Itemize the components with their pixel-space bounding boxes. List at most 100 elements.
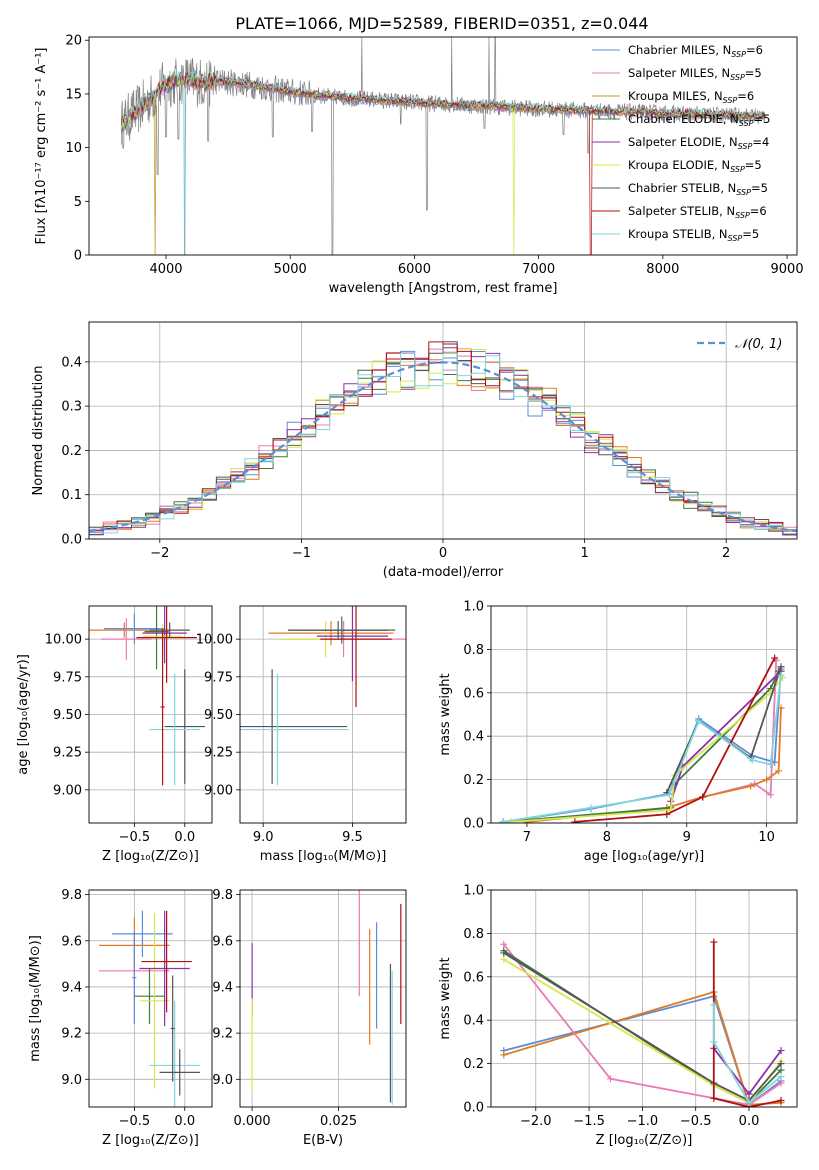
y-tick-label: 9.00: [204, 783, 233, 798]
x-tick-label: 7000: [522, 262, 555, 277]
x-axis-label: Z [log₁₀(Z/Z⊙)]: [102, 849, 199, 864]
legend-sub: SSP: [735, 211, 750, 220]
y-axis-label: mass weight: [438, 673, 453, 755]
legend-entry: Kroupa STELIB, NSSP=5: [628, 227, 759, 243]
age-vs-z-panel: −0.5 0.0 9.00 9.25 9.50 9.75 10.00 Z [log₁₀(Z/Z…: [16, 605, 213, 864]
y-tick-label: 1.0: [463, 600, 484, 615]
legend-text: Salpeter MILES, N: [628, 66, 730, 80]
legend-suffix: =6: [746, 43, 763, 57]
legend-sub: SSP: [736, 188, 751, 197]
y-tick-label: 20: [65, 34, 82, 49]
legend-text: Salpeter STELIB, N: [628, 204, 735, 218]
y-axis-label: Normed distribution: [31, 366, 46, 496]
axes-frame: [88, 889, 213, 1108]
x-tick-label: 9: [683, 830, 691, 845]
x-tick-label: 0.025: [320, 1114, 357, 1129]
x-tick-label: 4000: [149, 262, 182, 277]
y-tick-label: 0.6: [463, 970, 484, 985]
y-tick-label: 9.4: [61, 980, 82, 995]
point-marker: [745, 1099, 753, 1107]
y-tick-label: 5: [74, 195, 82, 210]
legend-suffix: =5: [745, 158, 762, 172]
x-tick-label: 9.5: [342, 830, 363, 845]
x-tick-label: −0.5: [680, 1114, 712, 1129]
y-tick-label: 0: [74, 249, 82, 264]
y-tick-label: 0.3: [61, 400, 82, 415]
point-marker: [771, 654, 779, 662]
legend-entry: Salpeter ELODIE, NSSP=4: [628, 135, 769, 151]
y-tick-label: 10.00: [45, 633, 82, 648]
x-tick-label: −2.0: [520, 1114, 552, 1129]
plot-area: [99, 910, 200, 1107]
x-tick-label: 0: [439, 546, 447, 561]
point-marker: [777, 1060, 785, 1068]
x-tick-label: 6000: [398, 262, 431, 277]
point-marker: [777, 704, 785, 712]
x-axis-label: mass [log₁₀(M/M⊙)]: [260, 849, 387, 864]
x-tick-label: 8: [603, 830, 611, 845]
legend-entry: Kroupa MILES, NSSP=6: [628, 89, 754, 105]
y-tick-label: 0.4: [61, 355, 82, 370]
y-tick-label: 0.2: [463, 773, 484, 788]
plot-area: [89, 341, 797, 536]
legend-entry: 𝒩(0, 1): [735, 337, 782, 352]
age-vs-mass-panel: 9.0 9.5 9.00 9.25 9.50 9.75 10.00 mass [log₁₀(M…: [196, 605, 407, 864]
y-tick-label: 9.50: [53, 708, 82, 723]
legend-entry: Chabrier ELODIE, NSSP=5: [628, 112, 770, 128]
x-tick-label: 1: [580, 546, 588, 561]
y-tick-label: 1.0: [463, 884, 484, 899]
point-marker: [777, 663, 785, 671]
y-tick-label: 9.0: [61, 1073, 82, 1088]
series-line: [510, 677, 784, 823]
y-tick-label: 9.75: [204, 670, 233, 685]
x-tick-label: −1.0: [627, 1114, 659, 1129]
y-tick-label: 0.1: [61, 488, 82, 503]
legend-text: Chabrier ELODIE, N: [628, 112, 739, 126]
legend-entry: Salpeter MILES, NSSP=5: [628, 66, 762, 82]
y-tick-label: 0.0: [463, 1101, 484, 1116]
x-tick-label: 7: [523, 830, 531, 845]
x-tick-label: 0.0: [739, 1114, 760, 1129]
legend-sub: SSP: [728, 234, 743, 243]
x-tick-label: 8000: [646, 262, 679, 277]
y-tick-label: 9.75: [53, 670, 82, 685]
point-marker: [500, 955, 508, 963]
x-axis-label: Z [log₁₀(Z/Z⊙)]: [102, 1133, 199, 1148]
legend-text: Chabrier STELIB, N: [628, 181, 736, 195]
spectrum-panel: 4000 5000 6000 7000 8000 9000 0 5 10 15 20 waveleng…: [34, 34, 804, 296]
series-line: [526, 707, 782, 823]
point-marker: [777, 1079, 785, 1087]
y-tick-label: 0.2: [463, 1057, 484, 1072]
point-marker: [710, 1001, 718, 1009]
model-spectrum-kroupa-stelib: [120, 69, 765, 255]
legend-sub: SSP: [731, 50, 746, 59]
point-marker: [775, 767, 783, 775]
point-marker: [767, 760, 775, 768]
legend-suffix: =6: [737, 89, 754, 103]
x-tick-label: 10: [758, 830, 775, 845]
point-marker: [710, 938, 718, 946]
plot-area: [240, 606, 406, 786]
y-tick-label: 0.0: [463, 817, 484, 832]
x-axis-label: E(B-V): [303, 1133, 343, 1148]
x-tick-label: −1.5: [573, 1114, 605, 1129]
y-tick-label: 0.8: [463, 643, 484, 658]
legend-suffix: =6: [750, 204, 767, 218]
y-tick-label: 9.6: [212, 934, 233, 949]
axes-frame: [88, 605, 213, 824]
axes-frame: [88, 36, 798, 256]
point-marker: [777, 1096, 785, 1104]
legend-text: Salpeter ELODIE, N: [628, 135, 738, 149]
y-axis-label: age [log₁₀(age/yr)]: [16, 654, 31, 775]
axes-frame: [490, 605, 798, 824]
x-tick-label: −0.5: [119, 830, 151, 845]
point-marker: [767, 791, 775, 799]
point-marker: [500, 940, 508, 948]
x-tick-label: −1: [292, 546, 311, 561]
series-line: [574, 657, 776, 823]
massweight-vs-z-panel: −2.0 −1.5 −1.0 −0.5 0.0 0.0 0.2 0.4 0.6 0.8 1.0 Z […: [438, 884, 798, 1148]
legend-text: Kroupa MILES, N: [628, 89, 723, 103]
point-marker: [777, 1047, 785, 1055]
histogram-chabrier-stelib: [89, 341, 797, 531]
series-line: [502, 675, 782, 823]
